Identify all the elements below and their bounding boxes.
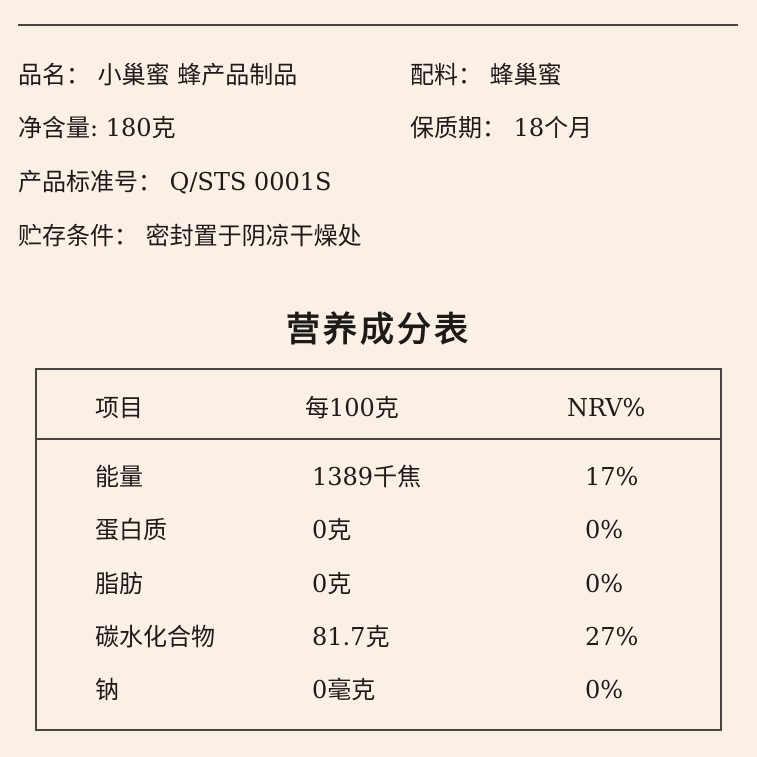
nutrient-amount: 0克 [312,516,352,545]
value: 蜂巢蜜 [489,61,562,89]
value: 18个月 [513,114,593,142]
nutrient-amount: 0克 [312,569,352,598]
label: 贮存条件： [18,222,138,250]
nutrition-title: 营养成分表 [286,310,471,350]
nutrient-name: 钠 [95,676,119,705]
label: 品名： [18,61,90,89]
nutrient-name: 脂肪 [95,569,143,598]
header-per-100g: 每100克 [305,394,399,422]
nutrient-name: 碳水化合物 [95,622,215,651]
value: 180克 [105,114,176,142]
label: 产品标准号： [18,168,162,196]
value: Q/STS 0001S [169,168,332,196]
nutrient-amount: 0毫克 [312,676,376,705]
label: 配料： [410,61,482,89]
net-content: 净含量: 180克 [18,113,176,143]
top-divider [18,24,738,26]
header-nrv: NRV% [567,394,646,422]
nutrient-nrv: 0% [585,516,624,545]
value: 密封置于阴凉干燥处 [145,222,362,250]
label: 净含量: [18,114,99,142]
ingredients: 配料： 蜂巢蜜 [410,60,562,90]
nutrient-nrv: 17% [585,463,639,491]
header-item: 项目 [95,394,143,422]
product-name: 品名： 小巢蜜 蜂产品制品 [18,60,297,90]
label: 保质期： [410,114,506,142]
nutrient-amount: 1389千焦 [312,463,422,491]
nutrient-name: 蛋白质 [95,516,167,545]
nutrient-amount: 81.7克 [312,622,390,651]
nutrient-nrv: 27% [585,622,639,651]
standard-number: 产品标准号： Q/STS 0001S [18,167,331,197]
nutrient-name: 能量 [95,463,143,491]
header-divider [37,438,720,440]
value: 小巢蜜 蜂产品制品 [97,61,298,89]
nutrient-nrv: 0% [585,676,624,705]
nutrient-nrv: 0% [585,569,624,598]
nutrition-table: 项目 每100克 NRV% 能量 1389千焦 17% 蛋白质 0克 0% 脂肪 0克 0% 碳水… [35,368,722,731]
storage-conditions: 贮存条件： 密封置于阴凉干燥处 [18,221,362,251]
shelf-life: 保质期： 18个月 [410,113,592,143]
